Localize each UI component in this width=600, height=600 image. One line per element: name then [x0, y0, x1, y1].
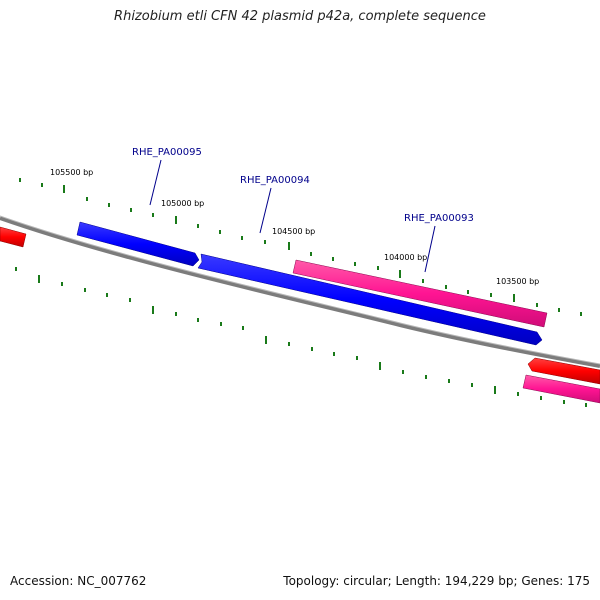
- gene-label-leader: [424, 225, 436, 273]
- scale-label: 104000 bp: [384, 253, 427, 262]
- backbone-highlight: [0, 215, 600, 365]
- gene-label[interactable]: RHE_PA00094: [240, 175, 310, 186]
- gene-arrow-left-red[interactable]: [0, 226, 27, 248]
- map-title: Rhizobium etli CFN 42 plasmid p42a, comp…: [114, 9, 486, 24]
- scale-label: 103500 bp: [496, 277, 539, 286]
- gene-arrow-RHE_PA00094[interactable]: [197, 253, 543, 346]
- outer-ticks: [19, 178, 582, 316]
- scale-label: 105500 bp: [50, 168, 93, 177]
- sequence-summary: Topology: circular; Length: 194,229 bp; …: [283, 574, 590, 588]
- gene-label-leader: [149, 159, 162, 206]
- gene-arrow-RHE_PA00095[interactable]: [76, 221, 200, 267]
- gene-arrow-right-pink[interactable]: [522, 374, 600, 404]
- gene-label-leader: [259, 187, 272, 234]
- gene-arrow-RHE_PA00093[interactable]: [292, 259, 548, 328]
- gene-label[interactable]: RHE_PA00095: [132, 147, 202, 158]
- gene-arrow-right-red[interactable]: [527, 357, 600, 385]
- backbone-line: [0, 216, 600, 368]
- inner-ticks: [15, 267, 587, 407]
- scale-label: 104500 bp: [272, 227, 315, 236]
- accession-text: Accession: NC_007762: [10, 574, 147, 588]
- gene-label[interactable]: RHE_PA00093: [404, 213, 474, 224]
- scale-label: 105000 bp: [161, 199, 204, 208]
